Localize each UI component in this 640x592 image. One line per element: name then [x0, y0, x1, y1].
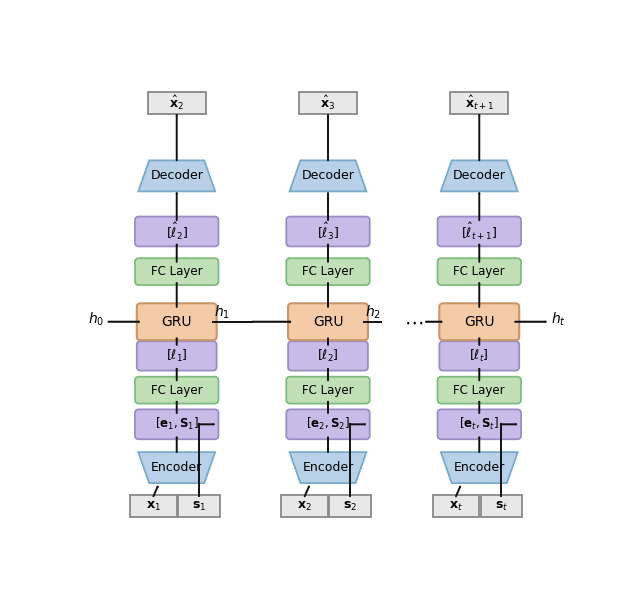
FancyBboxPatch shape: [135, 410, 218, 439]
Text: FC Layer: FC Layer: [454, 384, 505, 397]
Text: Decoder: Decoder: [150, 169, 203, 182]
FancyBboxPatch shape: [438, 410, 521, 439]
FancyBboxPatch shape: [137, 341, 217, 371]
Text: Decoder: Decoder: [301, 169, 355, 182]
FancyBboxPatch shape: [282, 496, 328, 517]
Text: $\mathbf{x}_2$: $\mathbf{x}_2$: [298, 500, 312, 513]
Text: $[\hat{\ell}_2]$: $[\hat{\ell}_2]$: [166, 221, 188, 242]
FancyBboxPatch shape: [135, 258, 218, 285]
Polygon shape: [441, 160, 518, 191]
FancyBboxPatch shape: [135, 377, 218, 404]
FancyBboxPatch shape: [450, 92, 508, 114]
Text: $[\mathbf{e}_t, \mathbf{S}_t]$: $[\mathbf{e}_t, \mathbf{S}_t]$: [460, 416, 499, 432]
FancyBboxPatch shape: [286, 217, 370, 246]
Text: $\hat{\mathbf{x}}_2$: $\hat{\mathbf{x}}_2$: [170, 94, 184, 112]
Text: $[\ell_t]$: $[\ell_t]$: [470, 348, 489, 364]
Polygon shape: [138, 160, 215, 191]
Text: GRU: GRU: [464, 315, 495, 329]
FancyBboxPatch shape: [288, 303, 368, 340]
FancyBboxPatch shape: [439, 303, 519, 340]
Polygon shape: [441, 452, 518, 483]
Text: $[\ell_1]$: $[\ell_1]$: [166, 348, 188, 364]
Text: $h_1$: $h_1$: [214, 304, 230, 321]
Polygon shape: [289, 452, 367, 483]
Polygon shape: [138, 452, 215, 483]
Text: $\cdots$: $\cdots$: [404, 312, 423, 332]
Text: Encoder: Encoder: [151, 461, 202, 474]
Text: GRU: GRU: [161, 315, 192, 329]
FancyBboxPatch shape: [286, 258, 370, 285]
FancyBboxPatch shape: [438, 377, 521, 404]
FancyBboxPatch shape: [329, 496, 371, 517]
FancyBboxPatch shape: [433, 496, 479, 517]
FancyBboxPatch shape: [438, 258, 521, 285]
Text: $[\hat{\ell}_3]$: $[\hat{\ell}_3]$: [317, 221, 339, 242]
Text: FC Layer: FC Layer: [151, 384, 202, 397]
Text: $h_t$: $h_t$: [552, 311, 566, 328]
Text: $\hat{\mathbf{x}}_3$: $\hat{\mathbf{x}}_3$: [321, 94, 335, 112]
Text: $\mathbf{s}_t$: $\mathbf{s}_t$: [495, 500, 508, 513]
FancyBboxPatch shape: [481, 496, 522, 517]
FancyBboxPatch shape: [439, 341, 519, 371]
Text: $h_0$: $h_0$: [88, 311, 104, 328]
Text: Decoder: Decoder: [453, 169, 506, 182]
FancyBboxPatch shape: [148, 92, 206, 114]
FancyBboxPatch shape: [137, 303, 217, 340]
FancyBboxPatch shape: [130, 496, 177, 517]
Text: FC Layer: FC Layer: [302, 384, 354, 397]
FancyBboxPatch shape: [286, 410, 370, 439]
Text: $\mathbf{s}_1$: $\mathbf{s}_1$: [191, 500, 206, 513]
Text: Encoder: Encoder: [454, 461, 505, 474]
Polygon shape: [289, 160, 367, 191]
Text: $\mathbf{x}_1$: $\mathbf{x}_1$: [146, 500, 161, 513]
Text: FC Layer: FC Layer: [302, 265, 354, 278]
FancyBboxPatch shape: [178, 496, 220, 517]
Text: $[\mathbf{e}_1, \mathbf{S}_1]$: $[\mathbf{e}_1, \mathbf{S}_1]$: [155, 416, 199, 432]
Text: Encoder: Encoder: [302, 461, 354, 474]
Text: $h_2$: $h_2$: [365, 304, 381, 321]
FancyBboxPatch shape: [286, 377, 370, 404]
Text: $[\hat{\ell}_{t+1}]$: $[\hat{\ell}_{t+1}]$: [461, 221, 497, 242]
Text: $\hat{\mathbf{x}}_{t+1}$: $\hat{\mathbf{x}}_{t+1}$: [465, 94, 494, 112]
FancyBboxPatch shape: [135, 217, 218, 246]
Text: $\mathbf{x}_t$: $\mathbf{x}_t$: [449, 500, 463, 513]
FancyBboxPatch shape: [438, 217, 521, 246]
FancyBboxPatch shape: [288, 341, 368, 371]
Text: FC Layer: FC Layer: [454, 265, 505, 278]
Text: GRU: GRU: [313, 315, 343, 329]
Text: FC Layer: FC Layer: [151, 265, 202, 278]
Text: $[\ell_2]$: $[\ell_2]$: [317, 348, 339, 364]
Text: $\mathbf{s}_2$: $\mathbf{s}_2$: [343, 500, 357, 513]
FancyBboxPatch shape: [299, 92, 357, 114]
Text: $[\mathbf{e}_2, \mathbf{S}_2]$: $[\mathbf{e}_2, \mathbf{S}_2]$: [306, 416, 350, 432]
